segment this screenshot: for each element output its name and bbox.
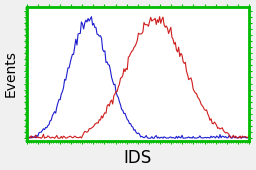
- Y-axis label: Events: Events: [4, 50, 17, 97]
- X-axis label: IDS: IDS: [124, 149, 152, 167]
